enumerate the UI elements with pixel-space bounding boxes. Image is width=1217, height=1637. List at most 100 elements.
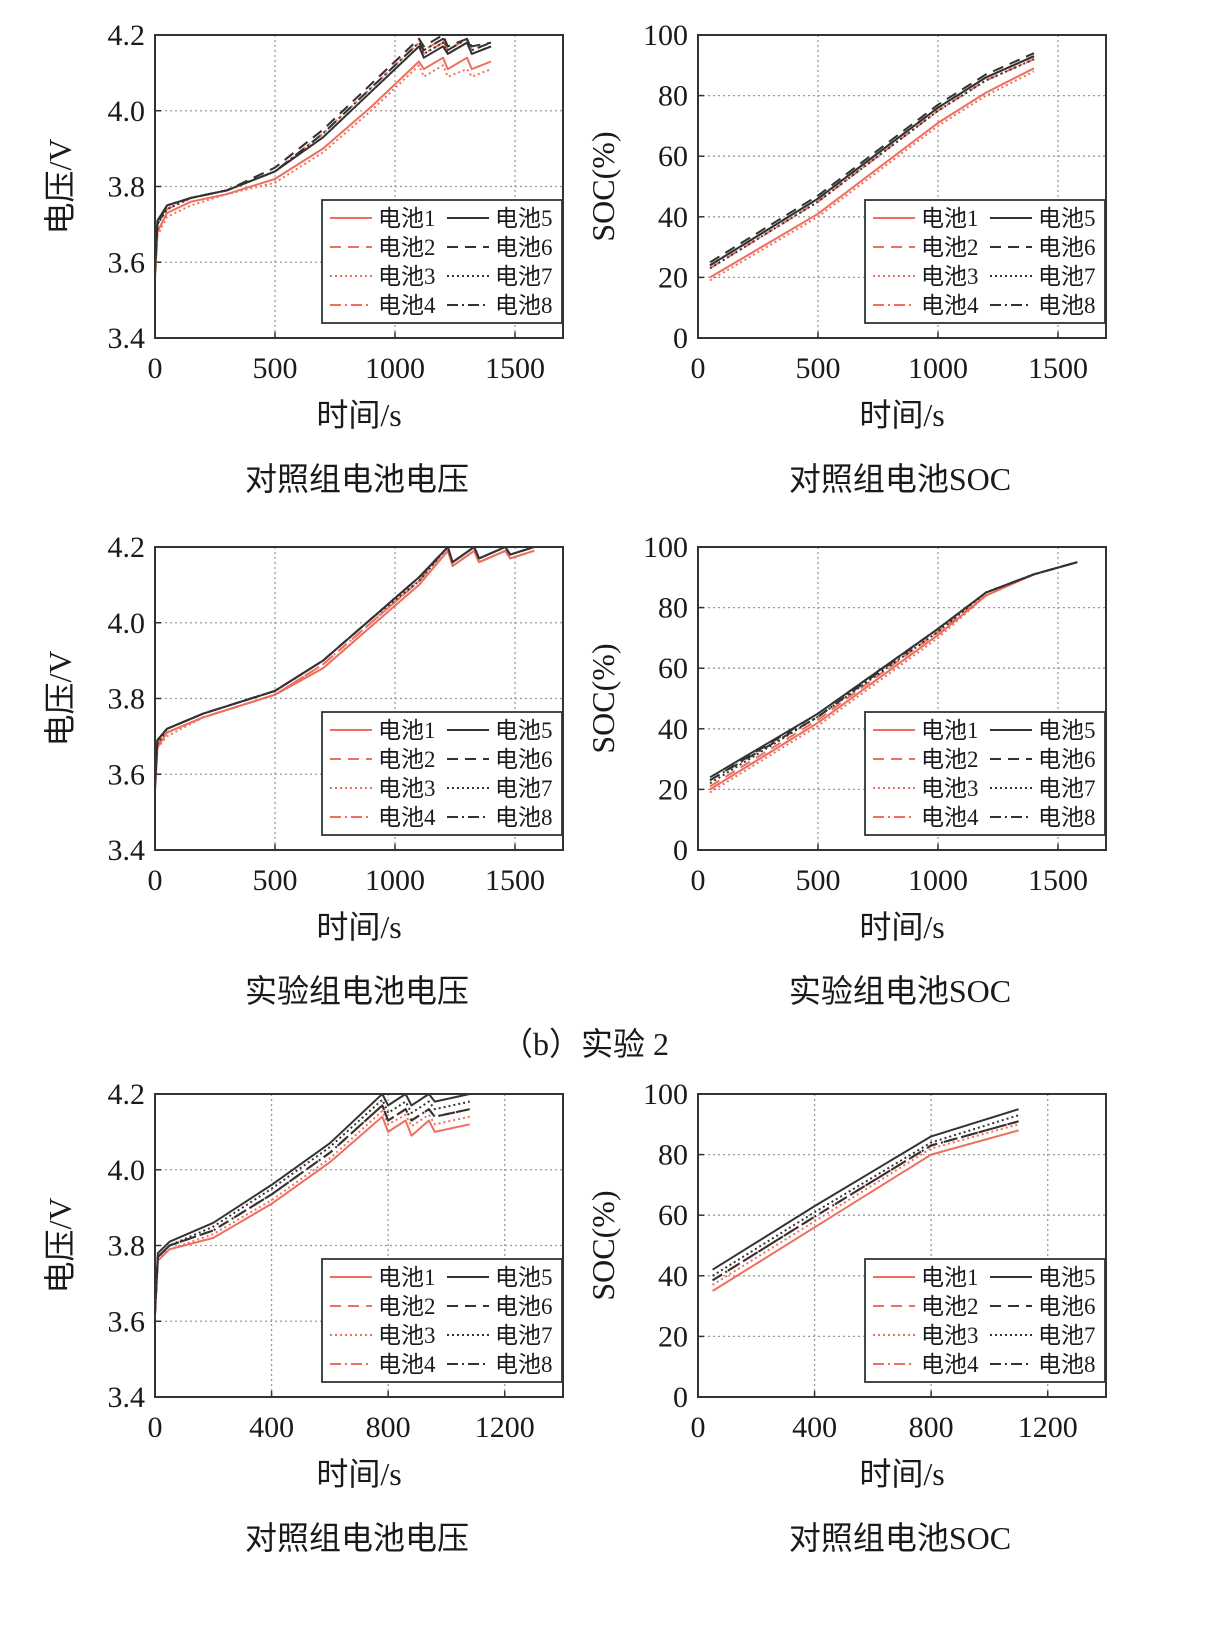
subplot-caption: 实验组电池电压 xyxy=(245,973,469,1009)
y-tick-label: 80 xyxy=(658,592,688,625)
series-line-battery-4 xyxy=(712,1120,1019,1282)
series-line-battery-4 xyxy=(709,561,1078,791)
legend-box xyxy=(864,711,1106,836)
x-tick-label: 0 xyxy=(691,864,706,897)
x-axis-label: 时间/s xyxy=(859,1456,944,1492)
legend: 电池1 电池2 电池3 电池4 电池5 电池6 电池7 电池8 xyxy=(864,1258,1106,1383)
x-tick-label: 1500 xyxy=(1028,352,1088,385)
legend-label: 电池8 xyxy=(495,1352,553,1377)
series-line-battery-5 xyxy=(712,1108,1019,1271)
legend-label: 电池3 xyxy=(921,1323,979,1348)
legend-label: 电池6 xyxy=(1038,747,1096,772)
legend-label: 电池5 xyxy=(495,206,553,231)
plot-frame xyxy=(697,1093,1107,1398)
x-tick-label: 800 xyxy=(909,1411,954,1444)
legend-label: 电池7 xyxy=(495,264,553,289)
y-tick-label: 3.6 xyxy=(108,758,146,791)
legend-label: 电池8 xyxy=(1038,293,1096,318)
legend-label: 电池4 xyxy=(921,293,979,318)
series-line-battery-2 xyxy=(712,1120,1019,1282)
x-tick-label: 1000 xyxy=(908,352,968,385)
series-line-battery-8 xyxy=(154,37,492,274)
x-axis-label: 时间/s xyxy=(316,909,401,945)
x-tick-label: 500 xyxy=(796,864,841,897)
series-line-battery-1 xyxy=(154,56,492,278)
plot-frame xyxy=(154,34,564,339)
legend-label: 电池2 xyxy=(921,747,979,772)
series-line-battery-3 xyxy=(154,549,535,794)
legend-label: 电池2 xyxy=(378,747,436,772)
plot-frame xyxy=(697,546,1107,851)
y-tick-label: 4.2 xyxy=(108,531,146,564)
x-tick-label: 1200 xyxy=(1018,1411,1078,1444)
series-line-battery-7 xyxy=(709,561,1078,785)
series-line-battery-1 xyxy=(712,1129,1019,1292)
y-tick-label: 20 xyxy=(658,261,688,294)
legend-label: 电池6 xyxy=(1038,235,1096,260)
legend-label: 电池4 xyxy=(378,1352,436,1377)
x-tick-label: 500 xyxy=(253,864,298,897)
y-tick-label: 3.8 xyxy=(108,683,146,716)
legend-label: 电池3 xyxy=(378,264,436,289)
y-tick-label: 60 xyxy=(658,1199,688,1232)
series-line-battery-3 xyxy=(712,1123,1019,1286)
y-tick-label: 3.4 xyxy=(108,834,146,867)
y-tick-label: 0 xyxy=(673,322,688,355)
series-line-battery-3 xyxy=(154,1110,470,1314)
subplot-6: 0 400 800 1200020406080100电池1电池2电池3电池4电池5电池… xyxy=(585,1078,1107,1556)
subplot-5: 0 400 800 12003.43.63.84.04.2电池1电池2电池3电池4电池… xyxy=(42,1078,564,1556)
legend-label: 电池3 xyxy=(378,1323,436,1348)
y-tick-label: 3.8 xyxy=(108,171,146,204)
legend-box xyxy=(321,711,563,836)
legend-label: 电池6 xyxy=(495,747,553,772)
x-axis-label: 时间/s xyxy=(859,909,944,945)
legend: 电池1 电池2 电池3 电池4 电池5 电池6 电池7 电池8 xyxy=(864,199,1106,324)
y-tick-label: 4.2 xyxy=(108,1078,146,1111)
y-tick-label: 40 xyxy=(658,713,688,746)
legend-label: 电池2 xyxy=(378,1294,436,1319)
legend-label: 电池2 xyxy=(921,1294,979,1319)
y-tick-label: 100 xyxy=(643,531,688,564)
legend-label: 电池1 xyxy=(921,1265,979,1290)
y-tick-label: 3.8 xyxy=(108,1230,146,1263)
legend-label: 电池6 xyxy=(495,1294,553,1319)
plot-frame xyxy=(154,1093,564,1398)
legend-label: 电池5 xyxy=(1038,1265,1096,1290)
legend-box xyxy=(321,199,563,324)
x-tick-label: 1500 xyxy=(485,352,545,385)
legend-label: 电池7 xyxy=(1038,776,1096,801)
y-tick-label: 40 xyxy=(658,201,688,234)
figure-label: （b）实验 2 xyxy=(501,1026,669,1062)
x-tick-label: 0 xyxy=(148,352,163,385)
legend-label: 电池8 xyxy=(1038,805,1096,830)
y-tick-label: 0 xyxy=(673,834,688,867)
legend-label: 电池5 xyxy=(495,718,553,743)
y-tick-label: 60 xyxy=(658,652,688,685)
y-tick-label: 3.6 xyxy=(108,1305,146,1338)
subplot-caption: 对照组电池电压 xyxy=(245,461,469,497)
series-line-battery-1 xyxy=(709,67,1035,279)
legend-label: 电池6 xyxy=(1038,1294,1096,1319)
x-tick-label: 500 xyxy=(796,352,841,385)
series-line-battery-8 xyxy=(154,546,535,786)
series-line-battery-3 xyxy=(709,70,1035,282)
legend-label: 电池2 xyxy=(921,235,979,260)
x-tick-label: 1000 xyxy=(908,864,968,897)
legend-label: 电池7 xyxy=(495,776,553,801)
y-tick-label: 80 xyxy=(658,80,688,113)
series-line-battery-4 xyxy=(154,546,535,790)
legend-label: 电池1 xyxy=(921,718,979,743)
y-tick-label: 20 xyxy=(658,1320,688,1353)
x-tick-label: 1000 xyxy=(365,864,425,897)
legend-label: 电池5 xyxy=(495,1265,553,1290)
legend-label: 电池1 xyxy=(921,206,979,231)
y-tick-label: 80 xyxy=(658,1139,688,1172)
series-line-battery-7 xyxy=(712,1114,1019,1277)
x-tick-label: 0 xyxy=(691,1411,706,1444)
legend-box xyxy=(864,199,1106,324)
series-line-battery-8 xyxy=(709,561,1078,782)
plot-frame xyxy=(697,34,1107,339)
subplot-2: 0 500 1000 1500020406080100电池1电池2电池3电池4电池5电… xyxy=(585,19,1107,497)
y-tick-label: 100 xyxy=(643,19,688,52)
plot-frame xyxy=(154,546,564,851)
